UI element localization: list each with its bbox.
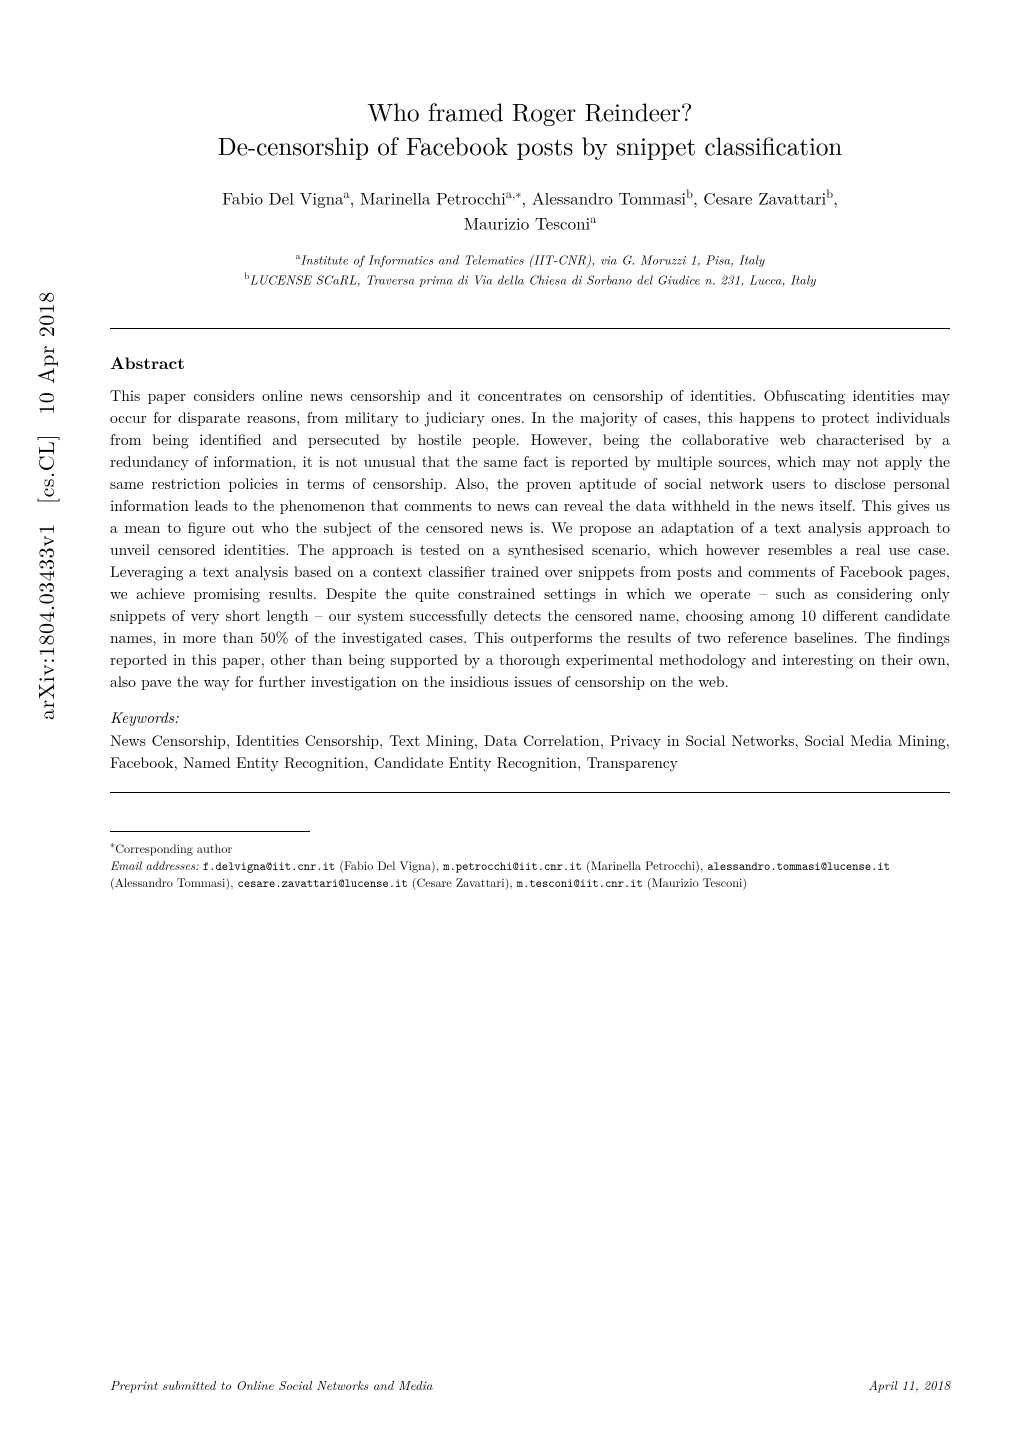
affiliation-a: aInstitute of Informatics and Telematics…: [110, 249, 950, 269]
arxiv-category: [cs.CL]: [30, 434, 61, 504]
footnote-block: ∗Corresponding author Email addresses: f…: [110, 838, 950, 891]
affiliations-block: aInstitute of Informatics and Telematics…: [110, 249, 950, 288]
arxiv-identifier: arXiv:1804.03433v1 [cs.CL] 10 Apr 2018: [30, 291, 61, 720]
affiliation-b: bLUCENSE SCaRL, Traversa prima di Via de…: [110, 269, 950, 289]
authors-line-1: Fabio Del Vignaa, Marinella Petrocchia,∗…: [110, 185, 950, 210]
footnote-rule: [110, 831, 310, 832]
keywords-label: Keywords:: [110, 707, 950, 728]
keywords-body: News Censorship, Identities Censorship, …: [110, 730, 950, 774]
preprint-left: Preprint submitted to Online Social Netw…: [110, 1375, 432, 1394]
footnote-corresponding: ∗Corresponding author: [110, 838, 950, 857]
preprint-footer: Preprint submitted to Online Social Netw…: [110, 1375, 950, 1394]
arxiv-id: arXiv:1804.03433v1: [30, 523, 61, 720]
footnote-emails: Email addresses: f.delvigna@iit.cnr.it (…: [110, 857, 950, 891]
arxiv-date: 10 Apr 2018: [30, 291, 61, 415]
rule-bottom: [110, 792, 950, 793]
abstract-body: This paper considers online news censors…: [110, 385, 950, 693]
title-line-1: Who framed Roger Reindeer?: [367, 94, 692, 129]
paper-content: Who framed Roger Reindeer? De-censorship…: [110, 0, 950, 891]
authors-line-2: Maurizio Tesconia: [110, 210, 950, 235]
authors-block: Fabio Del Vignaa, Marinella Petrocchia,∗…: [110, 185, 950, 236]
rule-top: [110, 328, 950, 329]
abstract-heading: Abstract: [110, 351, 950, 375]
title-line-2: De-censorship of Facebook posts by snipp…: [218, 128, 843, 163]
preprint-right: April 11, 2018: [868, 1375, 950, 1394]
paper-title: Who framed Roger Reindeer? De-censorship…: [110, 95, 950, 163]
